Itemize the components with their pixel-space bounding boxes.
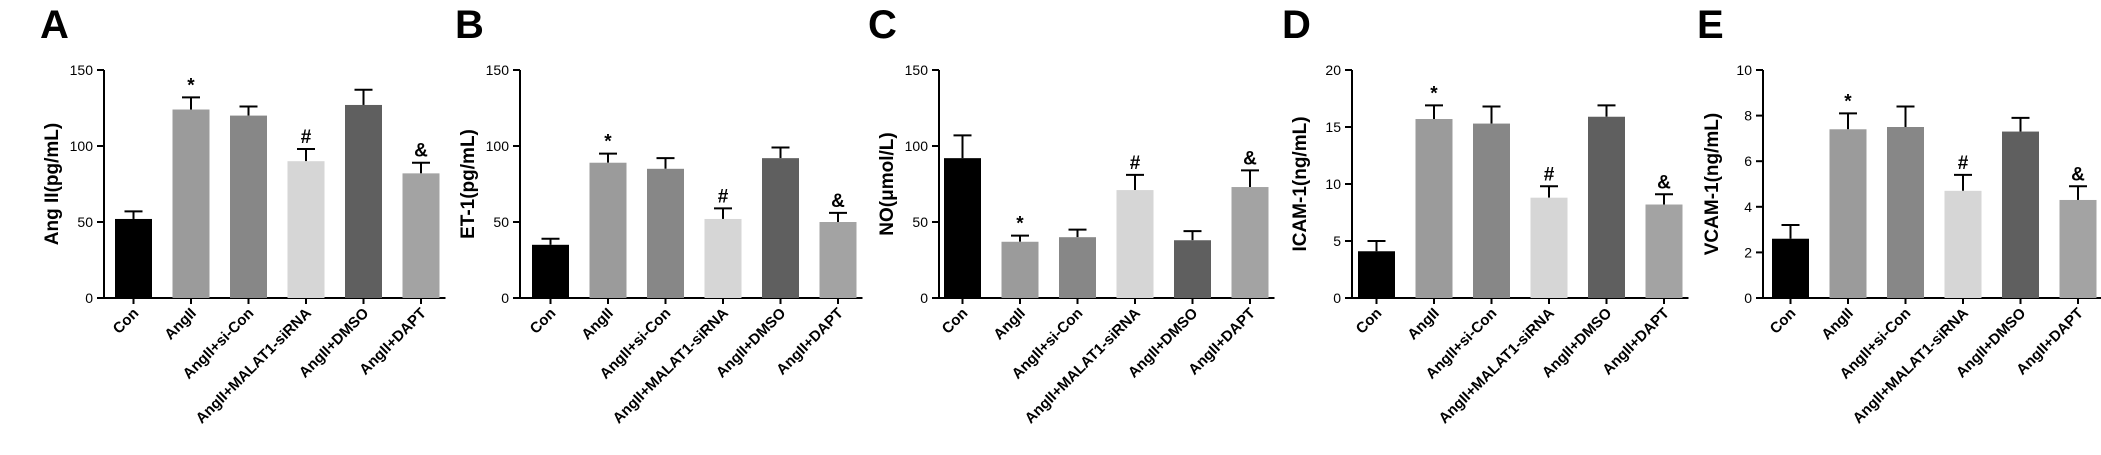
bar bbox=[1231, 187, 1269, 298]
y-tick-label: 0 bbox=[1744, 290, 1752, 306]
y-tick-label: 4 bbox=[1744, 199, 1752, 215]
panel-letter: B bbox=[455, 3, 484, 47]
y-tick-label: 5 bbox=[1333, 233, 1341, 249]
bar bbox=[1358, 251, 1395, 298]
y-tick-label: 0 bbox=[1333, 290, 1341, 306]
bar bbox=[402, 173, 440, 298]
y-tick-label: 150 bbox=[70, 62, 94, 78]
bar bbox=[647, 168, 684, 298]
y-tick-label: 0 bbox=[501, 290, 509, 306]
y-tick-label: 6 bbox=[1744, 153, 1752, 169]
x-tick-label: AngII+MALAT1-siRNA bbox=[1022, 305, 1144, 427]
bar bbox=[1415, 119, 1453, 299]
bar bbox=[1530, 197, 1568, 298]
x-tick-label: Con bbox=[1767, 305, 1800, 338]
x-tick-label: Con bbox=[110, 305, 143, 338]
y-axis-label: VCAM-1(ng/mL) bbox=[1702, 113, 1723, 255]
y-axis-label: NO(μmol/L) bbox=[877, 132, 898, 235]
significance-label: * bbox=[1844, 91, 1852, 112]
panel-letter: D bbox=[1282, 3, 1311, 47]
significance-label: * bbox=[187, 75, 195, 96]
x-tick-label: AngII bbox=[1404, 305, 1443, 344]
significance-label: & bbox=[1657, 172, 1671, 193]
y-axis-label: ICAM-1(ng/mL) bbox=[1290, 116, 1311, 251]
y-tick-label: 100 bbox=[70, 138, 94, 154]
y-tick-label: 0 bbox=[85, 290, 93, 306]
bar bbox=[1473, 123, 1510, 298]
bar bbox=[1588, 116, 1625, 299]
y-tick-label: 2 bbox=[1744, 244, 1752, 260]
significance-label: # bbox=[1958, 153, 1969, 174]
bar bbox=[2002, 131, 2039, 298]
y-tick-label: 100 bbox=[905, 138, 929, 154]
x-tick-label: AngII bbox=[578, 305, 617, 344]
x-tick-label: AngII+MALAT1-siRNA bbox=[1436, 305, 1558, 427]
y-axis-label: ET-1(pg/mL) bbox=[458, 129, 479, 239]
panel-E: EVCAM-1(ng/mL)0246810Con*AngIIAngII+si-C… bbox=[1697, 3, 2101, 427]
bar bbox=[1772, 238, 1809, 298]
bar bbox=[1645, 204, 1683, 298]
bar bbox=[172, 109, 210, 299]
y-tick-label: 8 bbox=[1744, 108, 1752, 124]
y-tick-label: 20 bbox=[1325, 62, 1341, 78]
significance-label: * bbox=[1430, 83, 1438, 104]
y-axis-label: Ang II(pg/mL) bbox=[42, 123, 63, 245]
y-tick-label: 15 bbox=[1325, 119, 1341, 135]
y-tick-label: 0 bbox=[920, 290, 928, 306]
significance-label: # bbox=[301, 127, 312, 148]
significance-label: # bbox=[1130, 153, 1141, 174]
panel-letter: E bbox=[1697, 3, 1724, 47]
y-tick-label: 50 bbox=[77, 214, 93, 230]
panel-letter: C bbox=[868, 3, 897, 47]
y-tick-label: 10 bbox=[1325, 176, 1341, 192]
y-tick-label: 100 bbox=[486, 138, 510, 154]
significance-label: * bbox=[604, 132, 612, 153]
bar bbox=[1116, 190, 1154, 298]
significance-label: & bbox=[2071, 164, 2085, 185]
bar bbox=[1944, 190, 1982, 298]
bar bbox=[819, 222, 857, 298]
bar bbox=[532, 244, 569, 298]
bar bbox=[1059, 237, 1096, 298]
y-tick-label: 150 bbox=[905, 62, 929, 78]
bar bbox=[944, 158, 981, 298]
panel-C: CNO(μmol/L)050100150Con*AngIIAngII+si-Co… bbox=[868, 3, 1275, 427]
bar bbox=[1829, 129, 1867, 298]
significance-label: # bbox=[1544, 164, 1555, 185]
panel-B: BET-1(pg/mL)050100150Con*AngIIAngII+si-C… bbox=[455, 3, 863, 427]
panel-D: DICAM-1(ng/mL)05101520Con*AngIIAngII+si-… bbox=[1282, 3, 1689, 427]
x-tick-label: Con bbox=[939, 305, 972, 338]
bar bbox=[1001, 241, 1039, 298]
y-tick-label: 50 bbox=[912, 214, 928, 230]
x-tick-label: AngII+MALAT1-siRNA bbox=[1850, 305, 1972, 427]
x-tick-label: AngII+MALAT1-siRNA bbox=[193, 305, 315, 427]
significance-label: # bbox=[718, 186, 729, 207]
significance-label: & bbox=[414, 141, 428, 162]
x-tick-label: AngII bbox=[161, 305, 200, 344]
bar bbox=[1174, 240, 1211, 298]
bar bbox=[762, 158, 799, 298]
bar bbox=[115, 218, 152, 298]
panel-letter: A bbox=[40, 3, 69, 47]
x-tick-label: AngII bbox=[1818, 305, 1857, 344]
bar bbox=[704, 218, 742, 298]
significance-label: & bbox=[831, 191, 845, 212]
x-tick-label: Con bbox=[527, 305, 560, 338]
x-tick-label: AngII+MALAT1-siRNA bbox=[610, 305, 732, 427]
bar bbox=[2059, 199, 2097, 298]
bar bbox=[589, 162, 627, 298]
y-tick-label: 50 bbox=[493, 214, 509, 230]
y-tick-label: 150 bbox=[486, 62, 510, 78]
x-tick-label: AngII bbox=[990, 305, 1029, 344]
x-tick-label: Con bbox=[1353, 305, 1386, 338]
significance-label: & bbox=[1243, 148, 1257, 169]
bar bbox=[345, 104, 382, 299]
y-tick-label: 10 bbox=[1736, 62, 1752, 78]
bar bbox=[287, 161, 325, 298]
bar bbox=[1887, 127, 1924, 298]
significance-label: * bbox=[1016, 214, 1024, 235]
bar bbox=[230, 115, 267, 298]
